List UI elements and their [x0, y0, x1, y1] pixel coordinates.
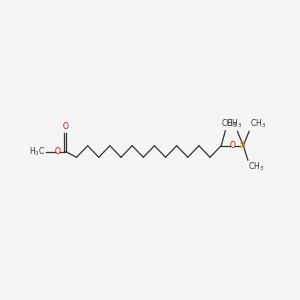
Text: O: O — [230, 141, 236, 150]
Text: O: O — [54, 147, 60, 156]
Text: CH$_3$: CH$_3$ — [226, 118, 242, 130]
Text: CH$_3$: CH$_3$ — [250, 118, 266, 130]
Text: Si: Si — [240, 141, 247, 150]
Text: H$_3$C: H$_3$C — [29, 145, 46, 158]
Text: CH$_3$: CH$_3$ — [248, 161, 265, 173]
Text: O: O — [62, 122, 68, 131]
Text: CH$_3$: CH$_3$ — [221, 118, 237, 130]
